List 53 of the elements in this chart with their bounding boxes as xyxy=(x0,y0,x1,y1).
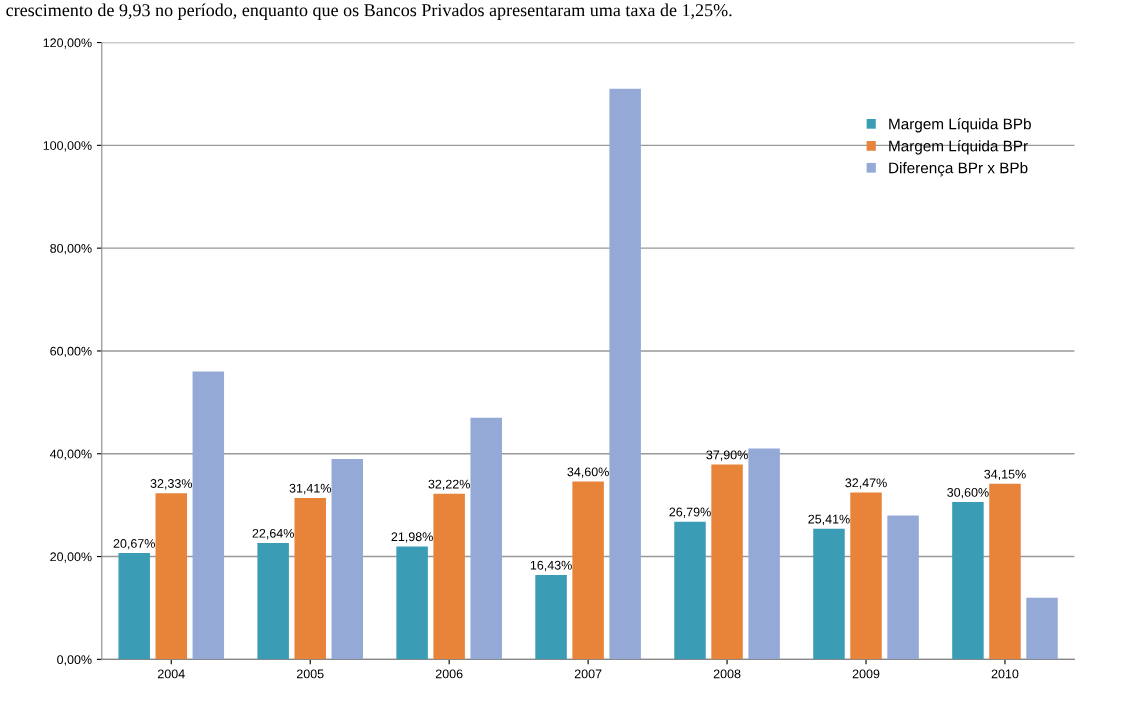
data-label: 34,15% xyxy=(984,469,1026,481)
data-label: 37,90% xyxy=(706,450,748,461)
bar xyxy=(396,546,428,660)
bar xyxy=(257,542,289,660)
bar xyxy=(535,574,567,660)
data-label: 22,64% xyxy=(252,528,294,540)
y-tick-label: 120,00% xyxy=(43,38,92,49)
bar xyxy=(294,497,326,660)
x-tick-label: 2007 xyxy=(574,669,602,679)
text: crescimento de 9,93 no período, enquanto que os Bancos Privados apresentaram uma taxa de 1,25%. xyxy=(6,3,732,20)
x-tick-label: 2006 xyxy=(435,669,463,679)
data-label: 26,79% xyxy=(669,507,711,518)
x-tick-label: 2009 xyxy=(852,669,880,679)
data-label: 32,33% xyxy=(150,479,193,490)
bar xyxy=(674,521,706,660)
data-label: 25,41% xyxy=(808,514,850,525)
bar xyxy=(989,483,1021,660)
y-tick-label: 20,00% xyxy=(50,552,92,563)
bar xyxy=(813,528,845,660)
bar xyxy=(331,458,364,660)
bar xyxy=(609,88,641,660)
bar xyxy=(118,553,150,660)
y-tick-label: 100,00% xyxy=(43,141,92,152)
x-tick-label: 2010 xyxy=(991,669,1019,679)
bar xyxy=(155,493,188,660)
legend-label: Margem Líquida BPr xyxy=(889,140,1028,155)
bar xyxy=(887,515,919,660)
bar xyxy=(711,464,743,660)
x-tick-label: 2004 xyxy=(157,669,185,679)
data-label: 31,41% xyxy=(289,483,331,495)
bar xyxy=(850,492,882,660)
legend-label: Margem Líquida BPb xyxy=(889,117,1031,133)
data-label: 20,67% xyxy=(113,539,155,550)
legend-label: Diferença BPr x BPb xyxy=(889,162,1028,177)
y-tick-label: 80,00% xyxy=(50,243,92,255)
y-tick-label: 60,00% xyxy=(50,346,92,358)
y-tick-label: 0,00% xyxy=(57,655,92,666)
bar xyxy=(470,417,502,660)
data-label: 32,47% xyxy=(845,478,887,489)
data-label: 30,60% xyxy=(947,487,989,499)
x-tick-label: 2005 xyxy=(296,669,324,679)
data-label: 32,22% xyxy=(428,479,470,490)
data-label: 21,98% xyxy=(391,532,433,543)
bar xyxy=(952,502,984,660)
bar xyxy=(192,371,225,660)
y-tick-label: 40,00% xyxy=(49,449,92,460)
bar xyxy=(433,493,465,660)
bar xyxy=(1026,597,1058,660)
data-label: 34,60% xyxy=(567,467,609,478)
bar xyxy=(572,481,604,660)
bar xyxy=(748,448,780,660)
data-label: 16,43% xyxy=(530,560,572,572)
x-tick-label: 2008 xyxy=(713,669,741,679)
